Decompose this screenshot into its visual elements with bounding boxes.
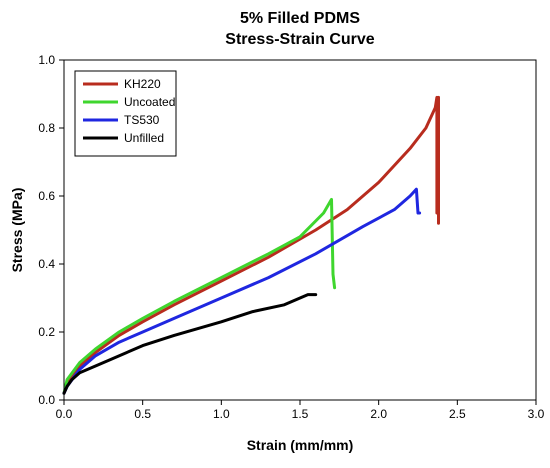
x-tick-label: 1.0 xyxy=(213,407,230,421)
y-axis-ticks: 0.0 0.2 0.4 0.6 0.8 1.0 xyxy=(38,53,64,407)
legend-label: Uncoated xyxy=(124,95,175,109)
series-line-uncoated xyxy=(62,197,337,395)
y-tick-label: 0.4 xyxy=(38,257,55,271)
series-line-unfilled xyxy=(62,293,318,395)
x-tick-label: 3.0 xyxy=(528,407,545,421)
y-tick-label: 0.8 xyxy=(38,121,55,135)
y-tick-label: 0.0 xyxy=(38,393,55,407)
y-tick-label: 0.2 xyxy=(38,325,55,339)
x-tick-label: 0.0 xyxy=(56,407,73,421)
x-tick-label: 0.5 xyxy=(134,407,151,421)
x-tick-label: 2.0 xyxy=(370,407,387,421)
x-tick-label: 1.5 xyxy=(292,407,309,421)
series-line-kh220 xyxy=(62,95,440,395)
series-line-ts530 xyxy=(62,187,422,395)
y-axis-label: Stress (MPa) xyxy=(9,188,25,273)
x-axis-ticks: 0.0 0.5 1.0 1.5 2.0 2.5 3.0 xyxy=(56,400,545,421)
y-tick-label: 1.0 xyxy=(38,53,55,67)
y-tick-label: 0.6 xyxy=(38,189,55,203)
chart-subtitle: Stress-Strain Curve xyxy=(225,31,374,48)
chart-title: 5% Filled PDMS xyxy=(240,10,360,27)
x-axis-label: Strain (mm/mm) xyxy=(247,437,354,453)
legend-box xyxy=(74,70,177,157)
x-tick-label: 2.5 xyxy=(449,407,466,421)
legend-label: TS530 xyxy=(124,113,160,127)
series-layer xyxy=(62,95,440,395)
legend-items: KH220 Uncoated TS530 Unfilled xyxy=(83,77,175,145)
legend: KH220 Uncoated TS530 Unfilled xyxy=(74,70,177,157)
legend-label: Unfilled xyxy=(124,131,164,145)
legend-label: KH220 xyxy=(124,77,161,91)
